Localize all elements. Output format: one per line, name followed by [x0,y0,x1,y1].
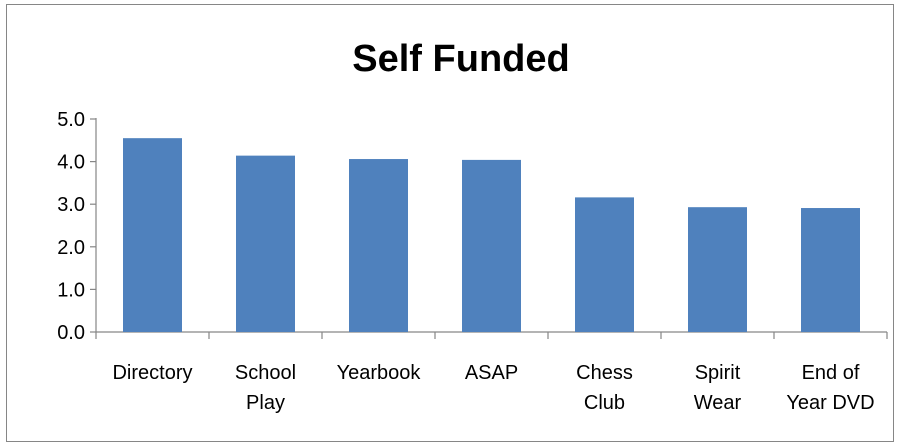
category-label: ASAP [465,362,518,384]
category-label: Chess [576,362,633,384]
bar [236,155,295,332]
category-label: Yearbook [337,362,422,384]
bar [575,197,634,332]
category-label: Club [584,392,625,414]
bar [462,159,521,332]
category-label: School [235,362,296,384]
bars [123,138,860,332]
bar [349,159,408,332]
x-axis [95,331,888,339]
category-label: Wear [694,392,742,414]
category-labels: Directory School Play Yearbook ASAP Chess Club… [112,362,874,414]
chart-title: Self Funded [352,38,569,80]
y-tick-label: 4.0 [57,152,85,174]
y-tick-label: 1.0 [57,279,85,301]
category-label: End of [802,362,860,384]
category-label: Year DVD [786,392,874,414]
y-tick-label: 5.0 [57,109,85,131]
y-tick-label: 2.0 [57,237,85,259]
y-tick-label: 3.0 [57,194,85,216]
chart-frame: Self Funded 0.0 1.0 2.0 3.0 4.0 5.0 Directory… [6,4,894,442]
bar [801,208,860,332]
category-label: Directory [112,362,192,384]
category-label: Spirit [695,362,741,384]
y-axis: 0.0 1.0 2.0 3.0 4.0 5.0 [57,109,97,344]
bar [688,207,747,332]
category-label: Play [246,392,285,414]
y-tick-label: 0.0 [57,322,85,344]
bar [123,138,182,332]
bar-chart: Self Funded 0.0 1.0 2.0 3.0 4.0 5.0 Directory… [57,38,888,414]
